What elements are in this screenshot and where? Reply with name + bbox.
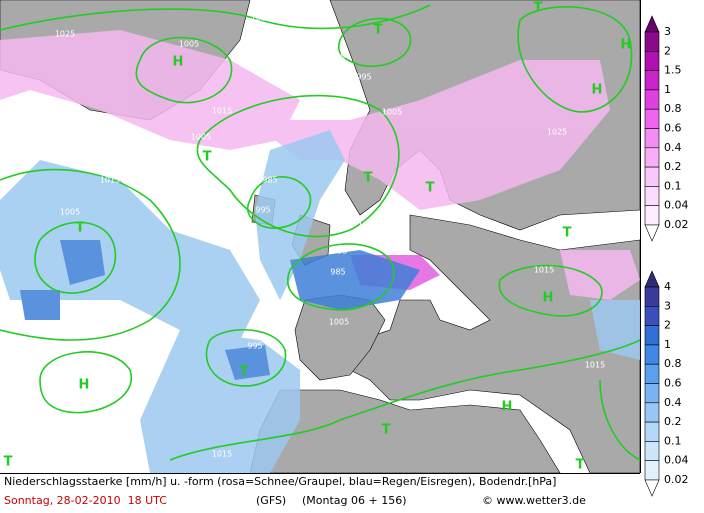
legend-label: 3 (664, 25, 671, 38)
legend-swatch (644, 305, 660, 326)
pressure-center: T (76, 221, 85, 236)
legend-label: 0.6 (664, 122, 682, 135)
pressure-label: 1025 (55, 30, 75, 39)
legend-arrow-top (644, 270, 660, 288)
pressure-label: 995 (332, 247, 347, 256)
pressure-center: H (173, 55, 184, 70)
legend-swatch (644, 421, 660, 442)
pressure-center: T (364, 171, 373, 186)
pressure-center: H (592, 83, 603, 98)
pressure-center: T (563, 226, 572, 241)
caption-description: Niederschlagsstaerke [mm/h] u. -form (ro… (4, 475, 556, 488)
legend-arrow-bottom (644, 479, 660, 497)
caption-area (0, 473, 704, 513)
pressure-label: 1005 (382, 108, 402, 117)
legend-swatch (644, 363, 660, 384)
pressure-label: 1015 (534, 266, 554, 275)
legend-swatch (644, 89, 660, 110)
pressure-center: T (4, 455, 13, 470)
caption-date: Sonntag, 28-02-2010 18 UTC (4, 494, 167, 507)
pressure-center: H (543, 291, 554, 306)
caption-model: (GFS) (256, 494, 286, 507)
legend-swatch (644, 344, 660, 365)
pressure-label: 1025 (251, 14, 271, 23)
pressure-label: 1005 (358, 221, 378, 230)
legend-label: 0.02 (664, 218, 689, 231)
pressure-label: 985 (330, 268, 345, 277)
legend-swatch (644, 186, 660, 206)
legend-label: 2 (664, 319, 671, 332)
legend-label: 0.4 (664, 141, 682, 154)
legend-swatch (644, 31, 660, 52)
legend-swatch (644, 70, 660, 91)
legend-swatch (644, 325, 660, 346)
legend-label: 0.04 (664, 199, 689, 212)
pressure-label: 1015 (585, 361, 605, 370)
legend-swatch (644, 108, 660, 129)
legend-swatch (644, 286, 660, 307)
legend-swatch (644, 205, 660, 226)
pressure-label: 1025 (547, 128, 567, 137)
pressure-label: 985 (262, 176, 277, 185)
legend-label: 0.1 (664, 434, 682, 447)
legend-label: 0.8 (664, 102, 682, 115)
legend-label: 1 (664, 83, 671, 96)
legend-label: 1 (664, 338, 671, 351)
pressure-center: T (203, 150, 212, 165)
legend-swatch (644, 166, 660, 187)
caption-credit: © www.wetter3.de (482, 494, 586, 507)
legend-swatch (644, 383, 660, 404)
pressure-center: T (426, 181, 435, 196)
pressure-label: 995 (255, 206, 270, 215)
pressure-label: 995 (356, 73, 371, 82)
pressure-center: T (576, 458, 585, 473)
legend-label: 0.8 (664, 357, 682, 370)
pressure-label: 995 (247, 342, 262, 351)
pressure-label: 1015 (584, 214, 604, 223)
pressure-label: 1015 (100, 176, 120, 185)
legend-label: 2 (664, 44, 671, 57)
legend-swatch (644, 128, 660, 149)
pressure-center: T (382, 423, 391, 438)
pressure-center: H (502, 400, 513, 415)
pressure-label: 1005 (60, 208, 80, 217)
pressure-label: 1005 (329, 318, 349, 327)
snow-precipitation (0, 30, 640, 300)
legend-label: 0.2 (664, 415, 682, 428)
legend-label: 0.4 (664, 396, 682, 409)
legend-label: 4 (664, 280, 671, 293)
pressure-center: H (621, 38, 632, 53)
legend-arrow-top (644, 15, 660, 33)
legend-swatch (644, 402, 660, 423)
pressure-label: 1015 (212, 107, 232, 116)
pressure-center: T (374, 23, 383, 38)
legend-label: 0.04 (664, 454, 689, 467)
legend-swatch (644, 50, 660, 71)
pressure-center: T (534, 1, 543, 16)
legend-label: 0.2 (664, 160, 682, 173)
pressure-label: 1015 (325, 53, 345, 62)
legend-label: 0.6 (664, 377, 682, 390)
pressure-label: 1015 (10, 320, 30, 329)
legend-swatch (644, 147, 660, 168)
caption-forecast: (Montag 06 + 156) (302, 494, 407, 507)
legend-label: 0.02 (664, 473, 689, 486)
legend-swatch (644, 441, 660, 461)
isobars (0, 4, 641, 461)
pressure-label: 1005 (191, 133, 211, 142)
pressure-label: 1015 (212, 450, 232, 459)
pressure-label: 995 (327, 104, 342, 113)
legend-label: 0.1 (664, 179, 682, 192)
legend-arrow-bottom (644, 224, 660, 242)
pressure-center: H (79, 378, 90, 393)
legend-label: 1.5 (664, 64, 682, 77)
legend-label: 3 (664, 299, 671, 312)
pressure-center: T (240, 365, 249, 380)
legend-swatch (644, 460, 660, 481)
pressure-label: 1005 (179, 40, 199, 49)
